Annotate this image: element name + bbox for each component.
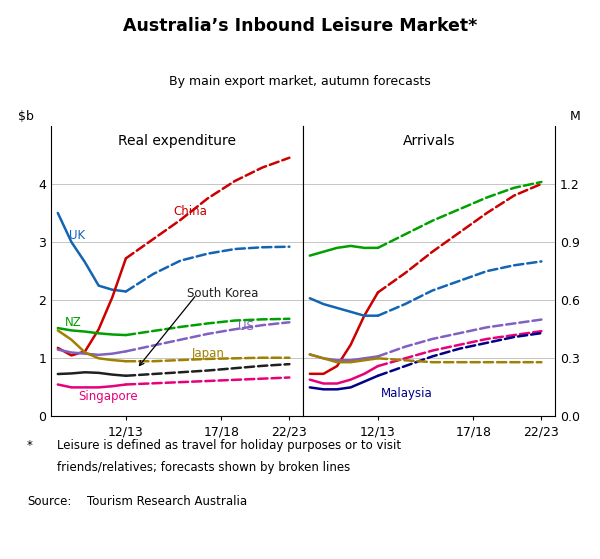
Text: Leisure is defined as travel for holiday purposes or to visit: Leisure is defined as travel for holiday…	[57, 439, 401, 452]
Text: UK: UK	[69, 229, 85, 241]
Text: friends/relatives; forecasts shown by broken lines: friends/relatives; forecasts shown by br…	[57, 461, 350, 474]
Text: By main export market, autumn forecasts: By main export market, autumn forecasts	[169, 75, 431, 88]
Text: China: China	[173, 205, 208, 219]
Text: $b: $b	[18, 110, 34, 123]
Text: Real expenditure: Real expenditure	[118, 135, 236, 149]
Text: Tourism Research Australia: Tourism Research Australia	[87, 495, 247, 508]
Text: South Korea: South Korea	[187, 287, 259, 300]
Text: US: US	[238, 320, 253, 333]
Text: Japan: Japan	[191, 347, 224, 359]
Text: Malaysia: Malaysia	[380, 387, 433, 400]
Text: NZ: NZ	[65, 316, 82, 329]
Text: Source:: Source:	[27, 495, 71, 508]
Text: M: M	[569, 110, 580, 123]
Text: Singapore: Singapore	[78, 390, 138, 403]
Text: Australia’s Inbound Leisure Market*: Australia’s Inbound Leisure Market*	[123, 17, 477, 35]
Text: Arrivals: Arrivals	[403, 135, 455, 149]
Text: *: *	[27, 439, 33, 452]
